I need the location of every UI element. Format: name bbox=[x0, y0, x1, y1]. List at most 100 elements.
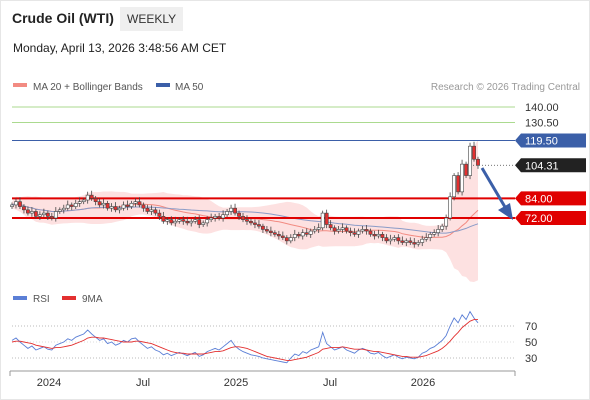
candle-body bbox=[253, 222, 257, 225]
rsi-line bbox=[11, 310, 479, 364]
x-tick-0: 2024 bbox=[37, 377, 61, 389]
candle-body bbox=[213, 216, 218, 219]
candle-body bbox=[33, 211, 38, 217]
candle-body bbox=[384, 237, 389, 242]
x-tick-2: 2025 bbox=[224, 377, 248, 389]
candle-body bbox=[476, 158, 480, 166]
forecast-arrow bbox=[480, 167, 513, 220]
period-badge[interactable]: WEEKLY bbox=[120, 7, 184, 31]
candle-body bbox=[261, 225, 265, 230]
timestamp: Monday, April 13, 2026 3:48:56 AM CET bbox=[13, 41, 227, 55]
candle-body bbox=[53, 211, 58, 219]
candle-body bbox=[141, 204, 146, 209]
candle-body bbox=[149, 209, 154, 212]
candle-body bbox=[10, 204, 14, 207]
level-tag-4 bbox=[515, 191, 586, 206]
candle-body bbox=[69, 204, 74, 207]
candle-body bbox=[185, 220, 190, 224]
candle-body bbox=[428, 234, 433, 238]
level-label-1: 130.50 bbox=[525, 118, 559, 130]
level-label-3: 104.31 bbox=[525, 160, 559, 172]
legend-swatch-ma50 bbox=[156, 83, 170, 87]
candle-body bbox=[209, 217, 214, 220]
candle-body bbox=[173, 220, 178, 224]
candle-body bbox=[121, 204, 126, 209]
candle-body bbox=[324, 212, 329, 225]
candle-body bbox=[113, 206, 118, 211]
candle-body bbox=[61, 207, 66, 211]
level-label-5: 72.00 bbox=[525, 213, 553, 225]
candle-body bbox=[308, 230, 313, 235]
candle-body bbox=[101, 203, 106, 206]
time-axis: 2024 Jul 2025 Jul 2026 bbox=[9, 370, 516, 389]
candle-body bbox=[296, 234, 301, 237]
candle-body bbox=[396, 237, 401, 242]
candle-body bbox=[161, 216, 166, 222]
candle-body bbox=[472, 145, 476, 160]
candle-body bbox=[332, 227, 337, 232]
candle-body bbox=[460, 163, 464, 193]
rsi-ma9-line bbox=[11, 319, 478, 361]
candle-body bbox=[177, 219, 182, 222]
legend-swatch-ma20 bbox=[13, 83, 27, 87]
candle-body bbox=[73, 203, 78, 207]
candle-body bbox=[265, 229, 269, 232]
legend-9ma: 9MA bbox=[82, 294, 103, 305]
candle-body bbox=[97, 201, 102, 206]
legend-rsi: RSI bbox=[33, 294, 50, 305]
candles bbox=[10, 141, 480, 248]
candle-body bbox=[57, 209, 62, 212]
candle-body bbox=[288, 237, 293, 242]
candle-body bbox=[81, 199, 86, 202]
candle-body bbox=[356, 230, 361, 235]
candle-body bbox=[404, 240, 409, 243]
candle-body bbox=[93, 198, 98, 202]
candle-body bbox=[320, 212, 325, 229]
candle-body bbox=[284, 237, 289, 242]
candle-body bbox=[292, 234, 297, 238]
candle-body bbox=[205, 219, 210, 224]
candle-body bbox=[217, 216, 222, 219]
candle-body bbox=[237, 212, 241, 217]
candle-body bbox=[456, 175, 460, 193]
candle-body bbox=[272, 232, 277, 235]
candle-body bbox=[432, 232, 437, 235]
x-tick-3: Jul bbox=[323, 377, 337, 389]
level-tag-5 bbox=[515, 211, 586, 225]
candle-body bbox=[49, 216, 54, 219]
candle-body bbox=[280, 235, 285, 238]
candle-body bbox=[181, 219, 186, 222]
candle-body bbox=[14, 201, 18, 206]
candle-body bbox=[41, 212, 46, 216]
candle-body bbox=[145, 207, 150, 212]
candle-body bbox=[388, 238, 393, 242]
candle-body bbox=[276, 234, 281, 237]
instrument-title: Crude Oil (WTI) bbox=[12, 10, 114, 26]
candle-body bbox=[400, 240, 405, 243]
candle-body bbox=[412, 242, 417, 245]
candle-body bbox=[18, 201, 22, 207]
legend-ma50: MA 50 bbox=[175, 82, 204, 93]
legend-swatch-9ma bbox=[62, 296, 76, 300]
candle-body bbox=[316, 227, 321, 230]
candle-body bbox=[225, 211, 229, 216]
forecast-arrow-head bbox=[498, 203, 513, 220]
candle-body bbox=[420, 238, 425, 243]
candle-body bbox=[448, 196, 453, 219]
candle-body bbox=[45, 212, 50, 217]
rsi-tick-50: 50 bbox=[525, 337, 537, 349]
rsi-panel: 70 50 30 bbox=[11, 310, 537, 365]
candle-body bbox=[392, 237, 397, 240]
candle-body bbox=[340, 227, 345, 230]
candle-body bbox=[85, 194, 90, 201]
level-tag-3 bbox=[515, 158, 586, 173]
candle-body bbox=[193, 219, 198, 222]
candle-body bbox=[117, 207, 122, 211]
candle-body bbox=[300, 232, 305, 237]
candle-body bbox=[249, 220, 253, 224]
candle-body bbox=[109, 206, 114, 209]
candle-body bbox=[436, 229, 441, 233]
candle-body bbox=[416, 242, 421, 245]
candle-body bbox=[233, 207, 237, 214]
